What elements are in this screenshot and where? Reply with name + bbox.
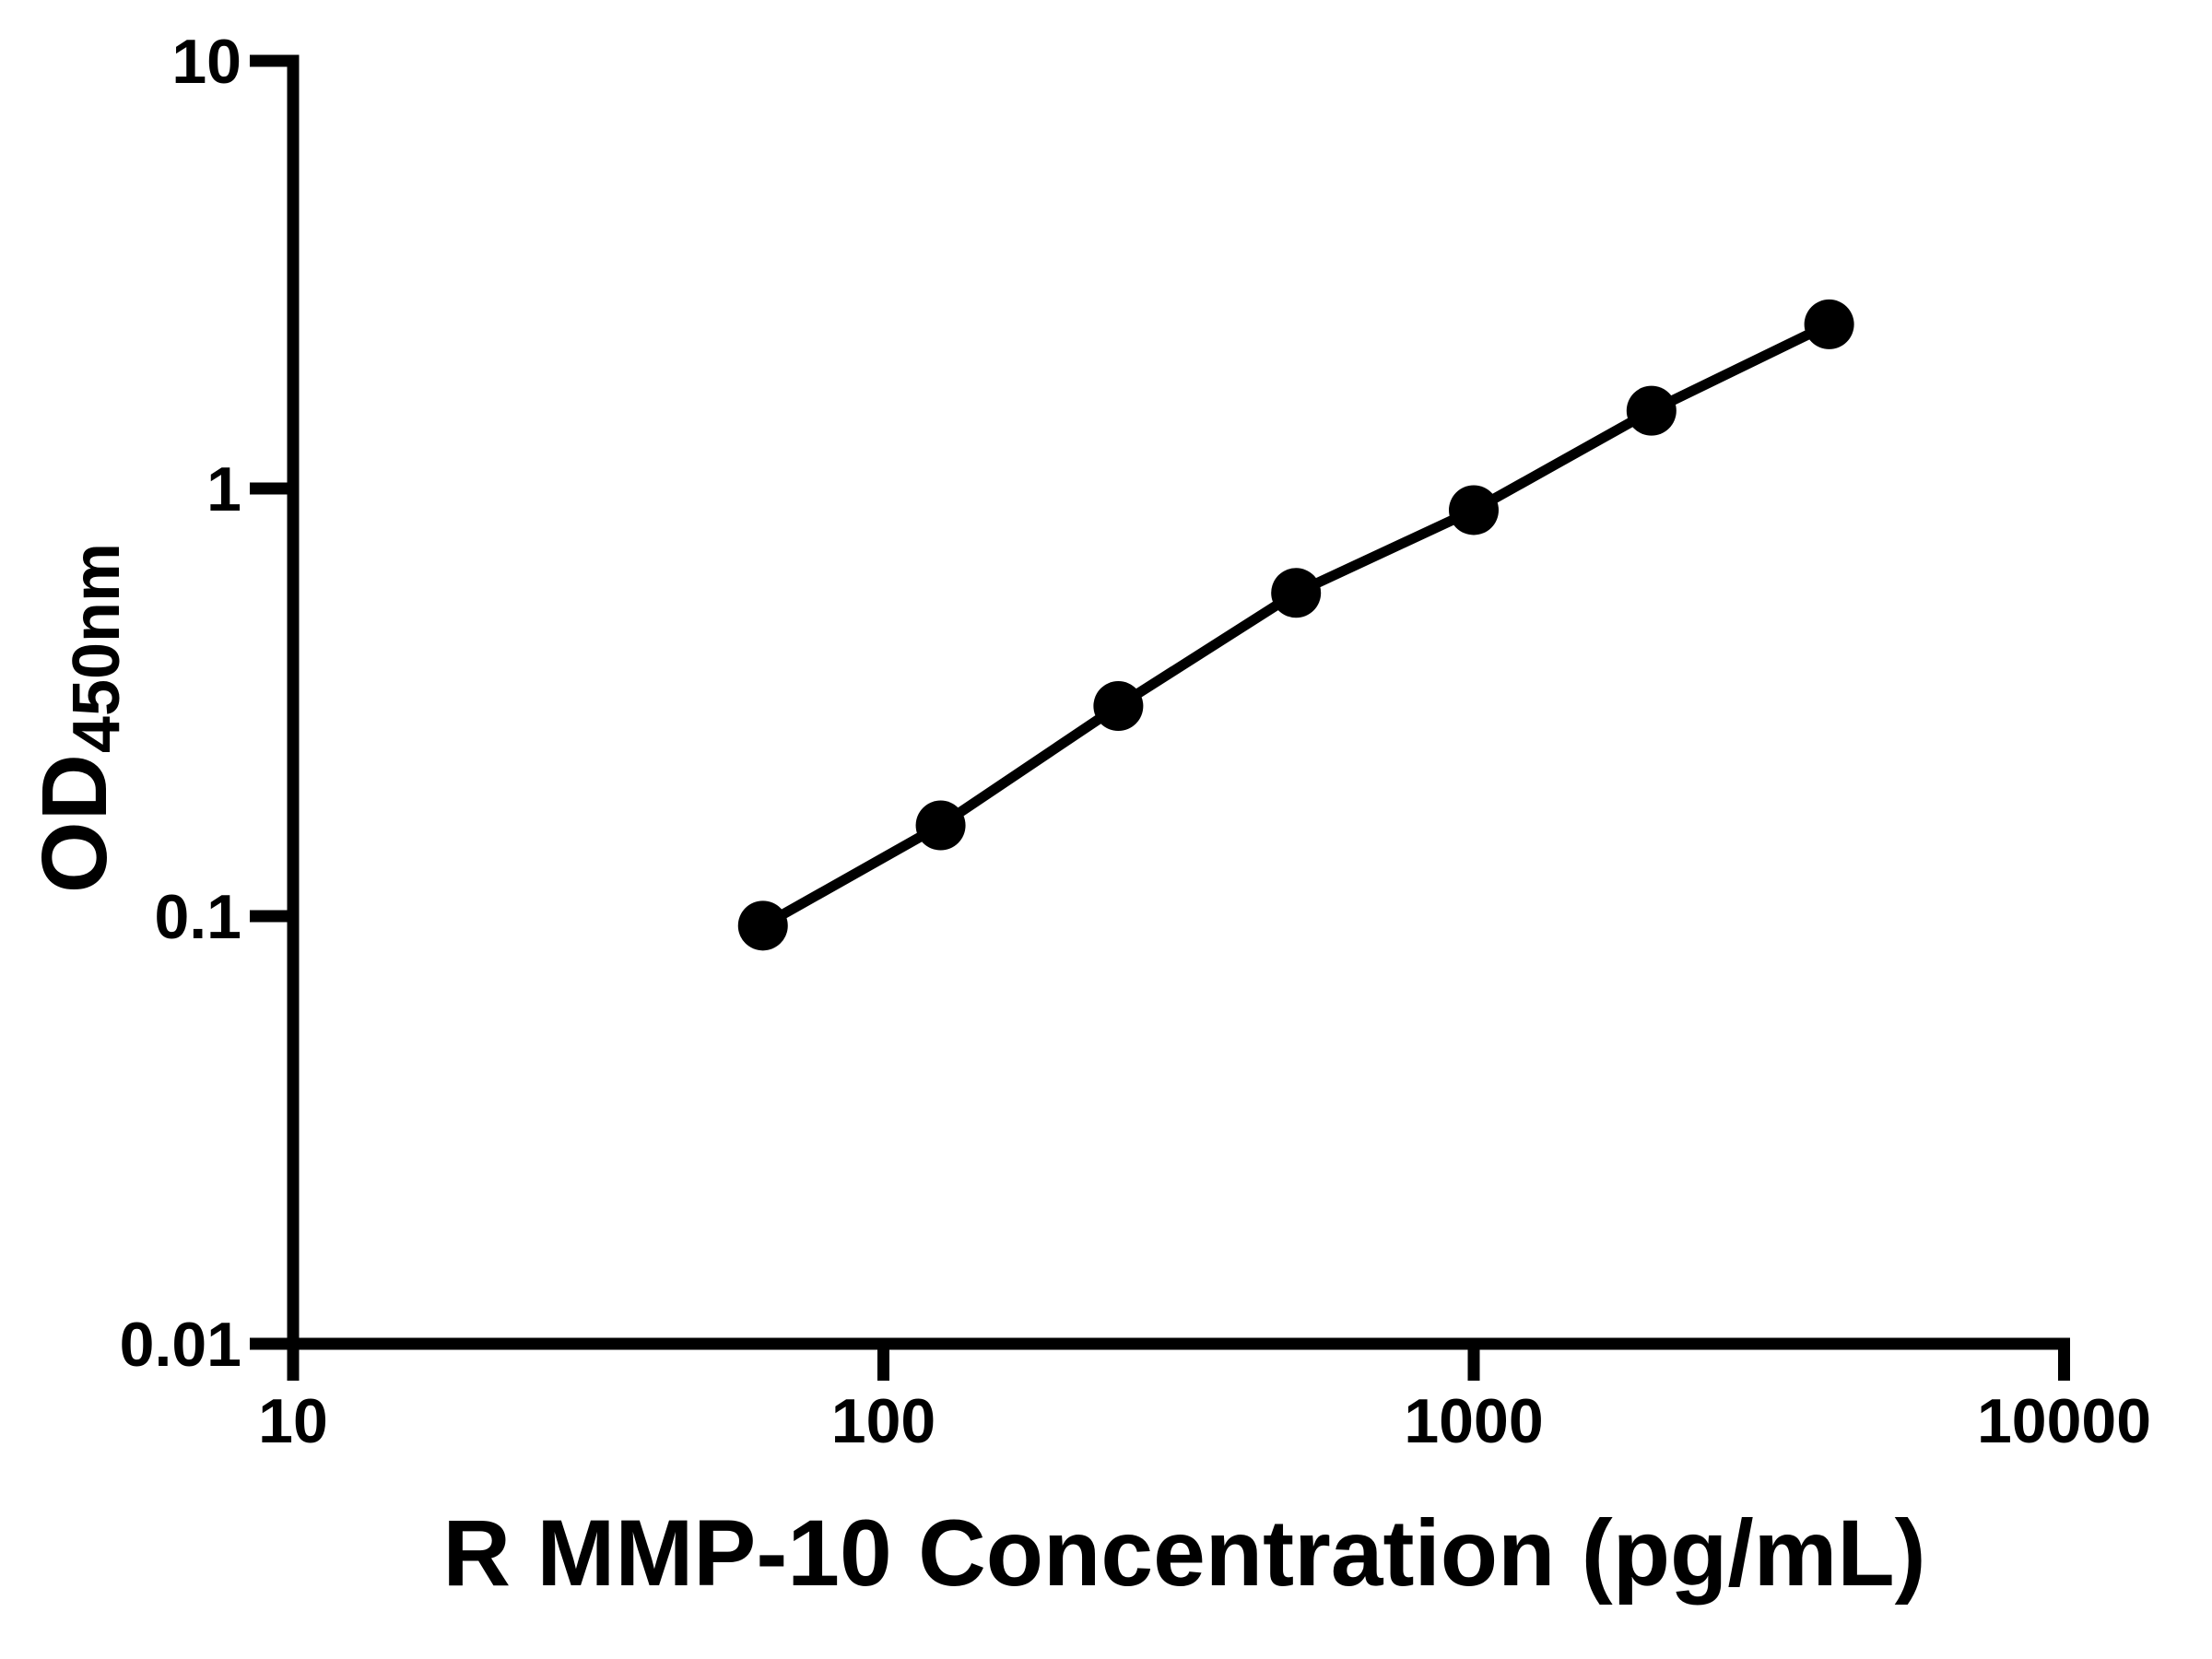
x-tick-label: 1000 xyxy=(1404,1386,1543,1456)
y-axis-title-subscript: 450nm xyxy=(60,542,134,754)
data-point-marker xyxy=(1449,485,1499,535)
data-point-marker xyxy=(737,900,788,951)
data-point-marker xyxy=(1804,299,1854,349)
y-tick-label: 10 xyxy=(171,27,241,97)
data-point-marker xyxy=(1271,568,1322,618)
y-tick-label: 0.01 xyxy=(120,1310,241,1380)
x-tick-label: 10000 xyxy=(1977,1386,2151,1456)
y-tick-label: 1 xyxy=(206,454,241,524)
x-tick-label: 10 xyxy=(258,1386,328,1456)
x-axis-title: R MMP-10 Concentration (pg/mL) xyxy=(442,1500,1926,1606)
y-axis-title: OD450nm xyxy=(23,543,134,893)
data-point-marker xyxy=(915,800,966,851)
y-axis-title-main: OD xyxy=(23,753,126,894)
data-point-marker xyxy=(1626,385,1677,436)
y-tick-label: 0.1 xyxy=(154,882,241,952)
x-tick-label: 100 xyxy=(831,1386,935,1456)
data-point-marker xyxy=(1093,681,1144,732)
